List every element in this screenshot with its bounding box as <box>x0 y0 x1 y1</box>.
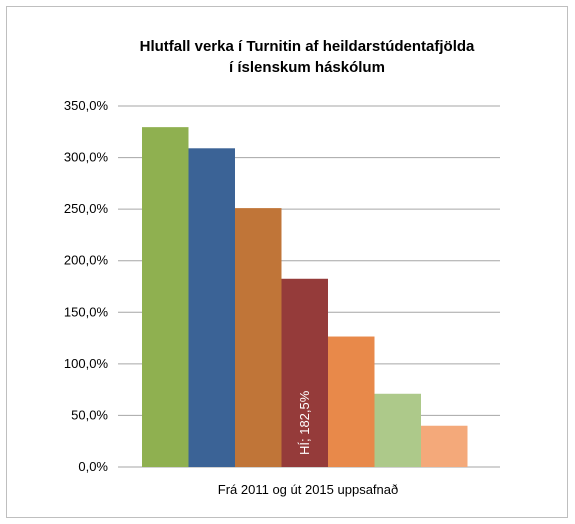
bar <box>235 208 282 467</box>
chart-title-line-1: Hlutfall verka í Turnitin af heildarstúd… <box>140 38 475 55</box>
x-category-label: Frá 2011 og út 2015 uppsafnað <box>218 482 398 497</box>
bar-data-label: HÍ; 182,5% <box>297 390 312 455</box>
y-tick-label: 0,0% <box>78 459 108 474</box>
bar <box>142 127 189 467</box>
y-tick-label: 300,0% <box>64 150 109 165</box>
chart-title-line-2: í íslenskum háskólum <box>229 59 385 76</box>
y-tick-label: 150,0% <box>64 304 109 319</box>
bar <box>281 278 328 467</box>
bar <box>421 425 468 467</box>
y-tick-label: 50,0% <box>71 407 108 422</box>
y-tick-label: 250,0% <box>64 201 109 216</box>
y-tick-label: 350,0% <box>64 98 109 113</box>
y-tick-label: 100,0% <box>64 356 109 371</box>
bar <box>188 148 235 467</box>
y-tick-label: 200,0% <box>64 253 109 268</box>
bar <box>328 336 375 467</box>
bar <box>374 393 421 467</box>
